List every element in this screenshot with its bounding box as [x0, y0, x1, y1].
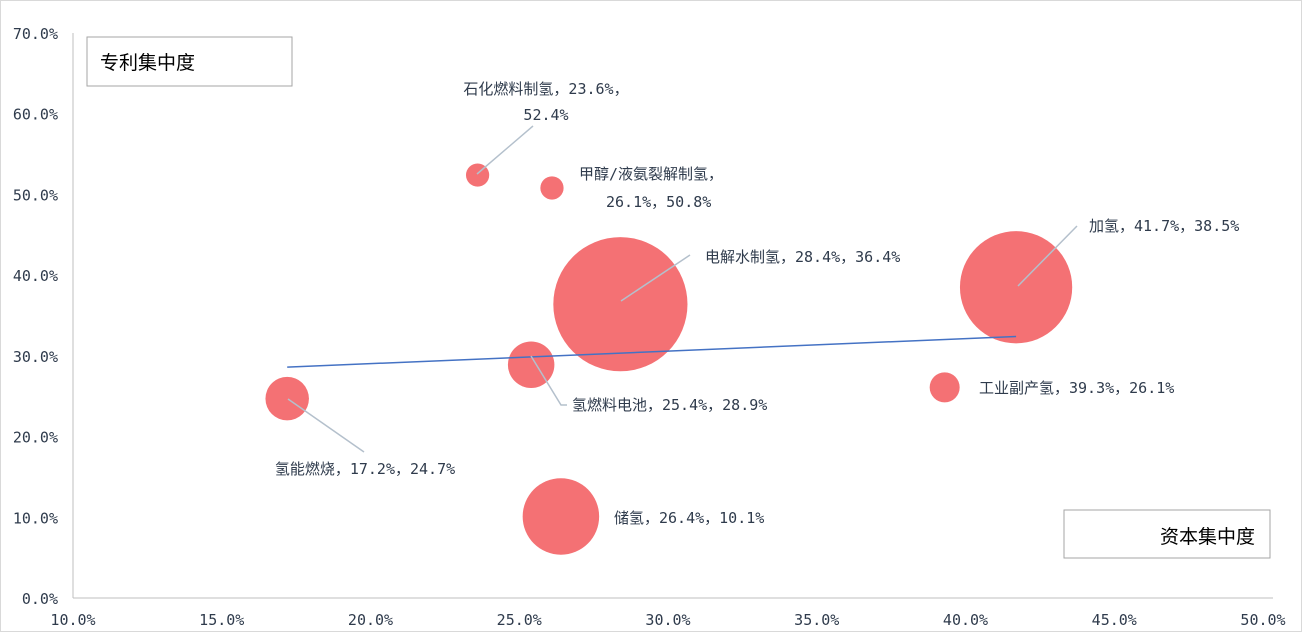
bubble-储氢 [522, 478, 600, 555]
data-label-石化燃料制氢: 石化燃料制氢，23.6%， [463, 80, 628, 98]
leader-line-氢能燃烧 [287, 398, 365, 453]
x-tick-label: 15.0% [199, 611, 244, 629]
data-label-石化燃料制氢: 52.4% [523, 106, 568, 124]
y-tick-label: 30.0% [13, 348, 58, 366]
data-label-储氢: 储氢，26.4%，10.1% [614, 509, 764, 527]
bubble-电解水制氢 [553, 237, 688, 372]
x-axis-title-box [1063, 509, 1271, 559]
data-label-氢能燃烧: 氢能燃烧，17.2%，24.7% [275, 460, 455, 478]
x-tick-label: 20.0% [348, 611, 393, 629]
x-tick-label: 40.0% [943, 611, 988, 629]
x-tick-label: 35.0% [794, 611, 839, 629]
trendline [287, 335, 1017, 368]
data-label-氢燃料电池: 氢燃料电池，25.4%，28.9% [572, 396, 767, 414]
data-label-甲醇/液氨裂解制氢: 甲醇/液氨裂解制氢， [579, 165, 723, 183]
bubble-甲醇/液氨裂解制氢 [540, 176, 564, 200]
bubble-氢能燃烧 [265, 376, 309, 421]
data-label-电解水制氢: 电解水制氢，28.4%，36.4% [705, 248, 900, 266]
y-tick-label: 40.0% [13, 267, 58, 285]
y-tick-label: 60.0% [13, 106, 58, 124]
y-axis-title: 专利集中度 [100, 52, 195, 74]
x-tick-label: 25.0% [497, 611, 542, 629]
bubble-工业副产氢 [929, 372, 960, 403]
data-label-加氢: 加氢，41.7%，38.5% [1089, 217, 1239, 235]
bubble-氢燃料电池 [507, 341, 555, 388]
x-tick-label: 30.0% [645, 611, 690, 629]
y-tick-label: 50.0% [13, 186, 58, 204]
y-tick-label: 10.0% [13, 509, 58, 527]
y-tick-label: 70.0% [13, 25, 58, 43]
x-axis-title: 资本集中度 [1160, 526, 1255, 548]
x-tick-label: 45.0% [1092, 611, 1137, 629]
data-label-工业副产氢: 工业副产氢，39.3%，26.1% [979, 379, 1174, 397]
leader-line-加氢 [1017, 225, 1078, 287]
x-tick-label: 10.0% [50, 611, 95, 629]
leader-line-石化燃料制氢 [476, 125, 534, 175]
y-tick-label: 20.0% [13, 429, 58, 447]
data-label-甲醇/液氨裂解制氢: 26.1%，50.8% [606, 193, 711, 211]
leader-line-电解水制氢 [620, 254, 691, 302]
y-axis-title-box [86, 36, 293, 87]
y-tick-label: 0.0% [22, 590, 58, 608]
leader-line-氢燃料电池 [530, 355, 567, 406]
x-tick-label: 50.0% [1240, 611, 1285, 629]
